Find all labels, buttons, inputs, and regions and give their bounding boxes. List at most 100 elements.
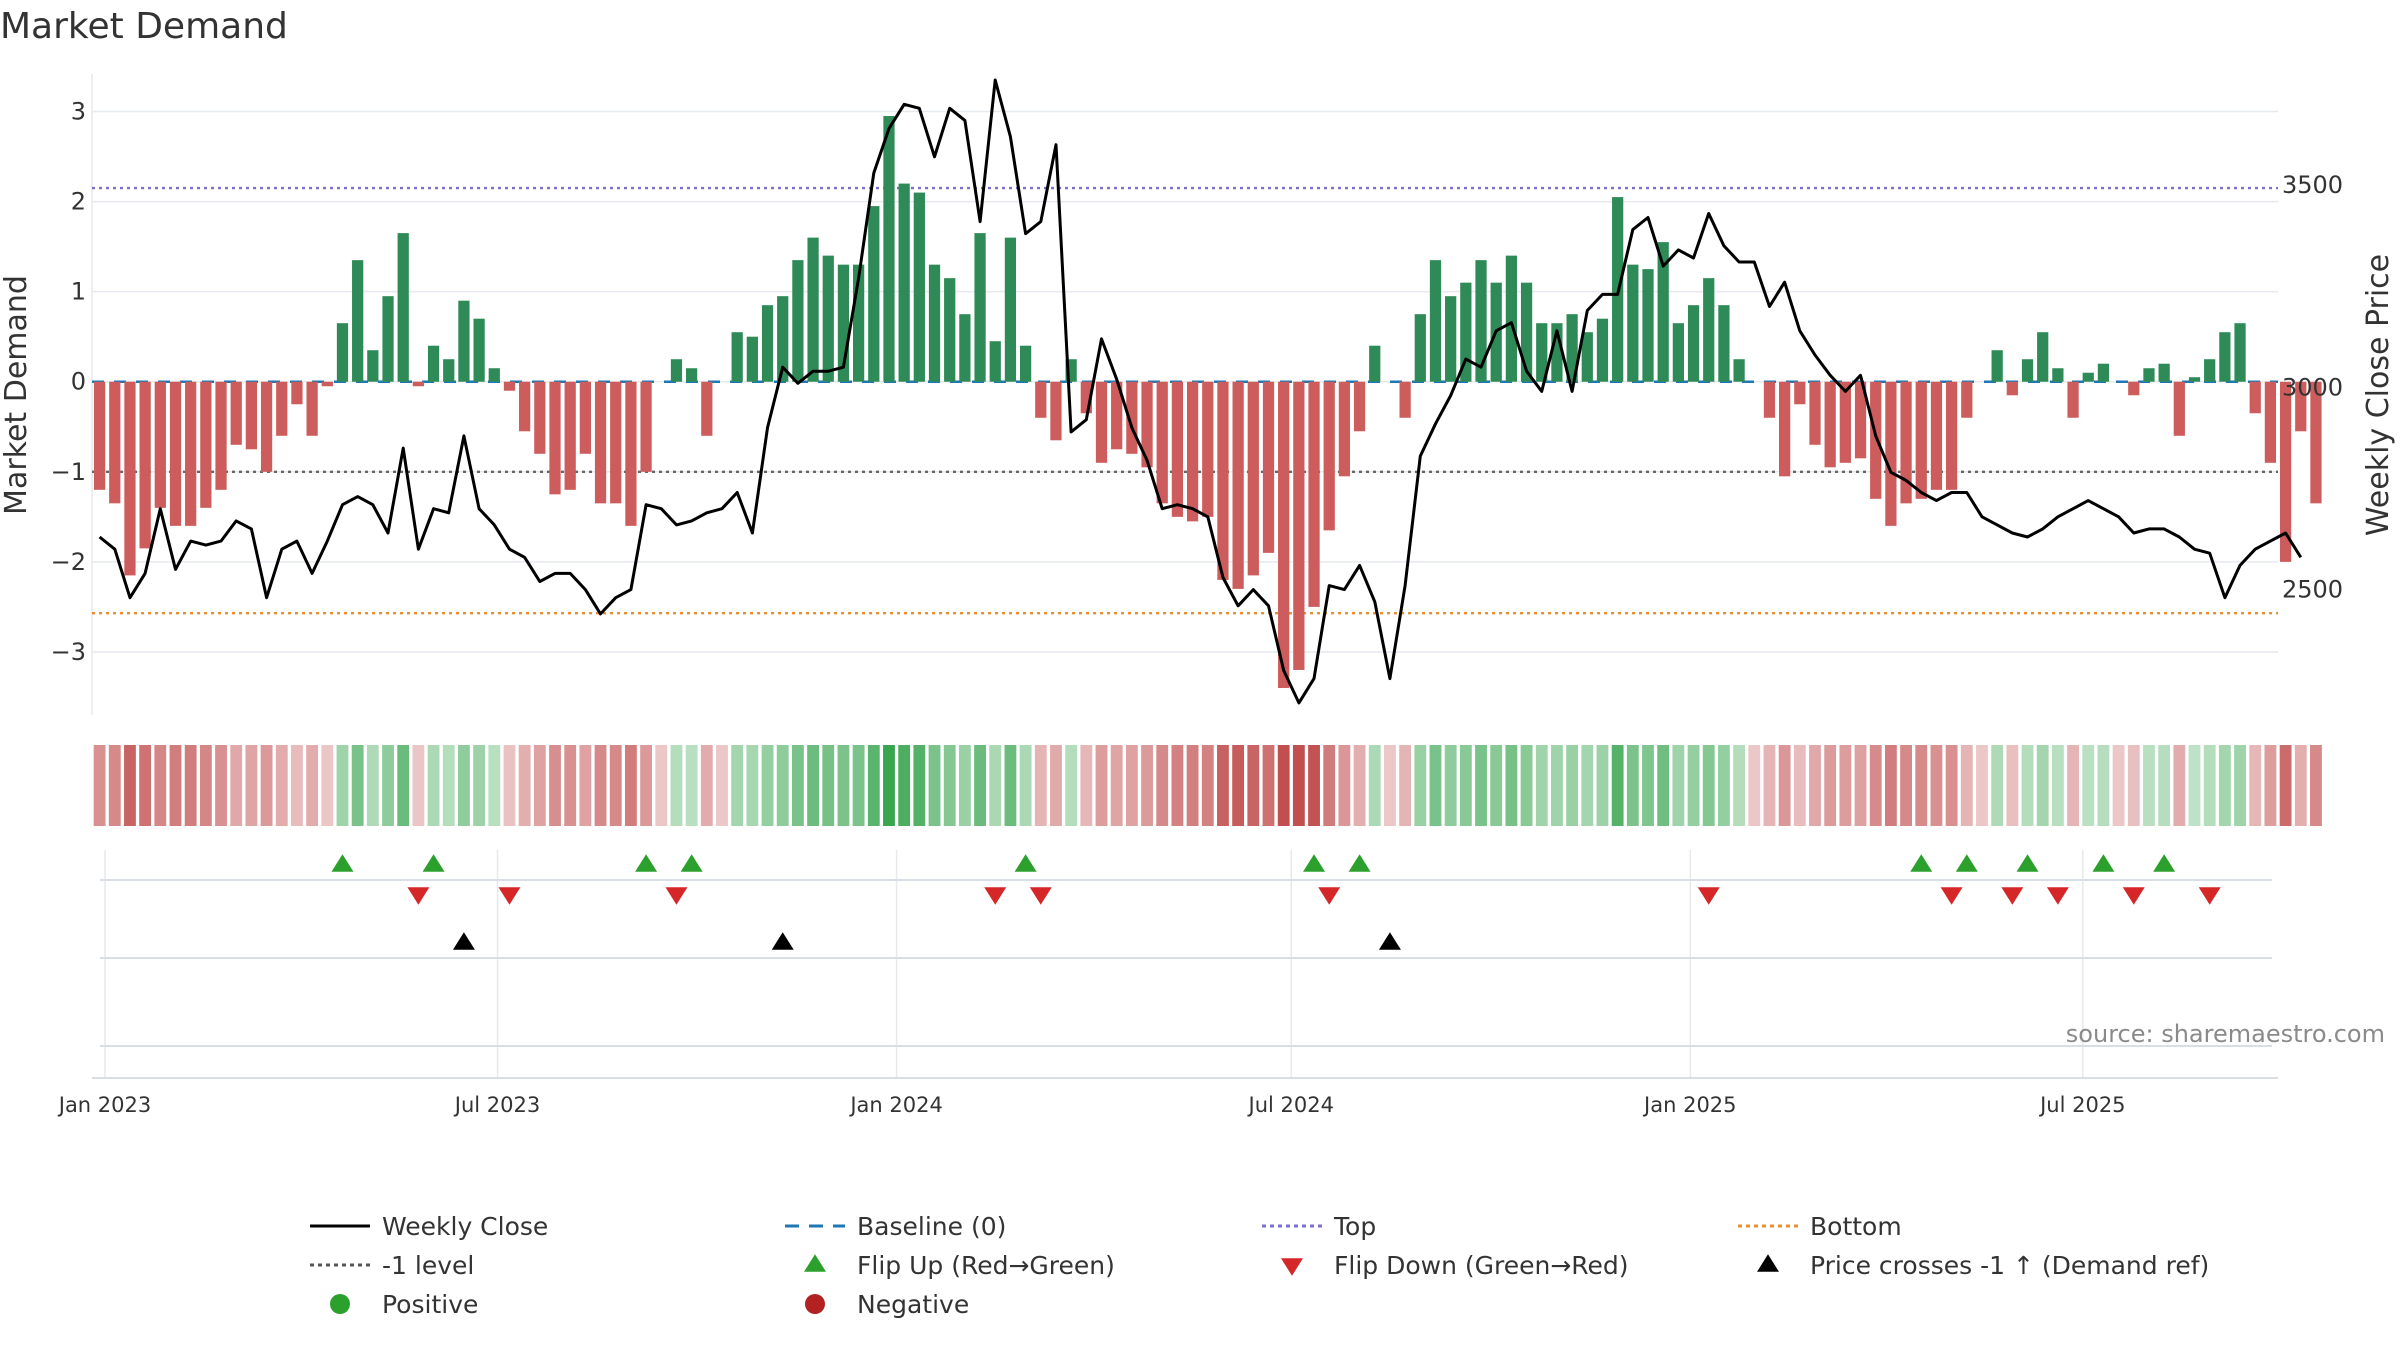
heat-cell xyxy=(2036,745,2049,826)
heat-cell xyxy=(1915,745,1928,826)
demand-bar xyxy=(443,359,455,382)
heat-cell xyxy=(1611,745,1624,826)
demand-bar xyxy=(686,368,698,382)
demand-bar xyxy=(913,192,925,382)
heat-cell xyxy=(1368,745,1381,826)
heat-cell xyxy=(108,745,121,826)
demand-bar xyxy=(974,233,986,382)
heat-cell xyxy=(1384,745,1396,826)
demand-bar xyxy=(2234,323,2246,382)
heat-cell xyxy=(1930,745,1943,826)
heat-cell xyxy=(1551,745,1563,826)
demand-bar xyxy=(2295,381,2307,432)
heat-cell xyxy=(1292,745,1305,826)
y2-tick-label: 3500 xyxy=(2282,171,2343,199)
heat-cell xyxy=(1596,745,1609,826)
demand-bar xyxy=(1050,381,1062,441)
heat-cell xyxy=(169,745,182,826)
heat-cell xyxy=(1353,745,1366,826)
demand-bar xyxy=(853,264,865,382)
heat-cell xyxy=(1778,745,1791,826)
demand-bar xyxy=(1111,381,1123,450)
y-axis-label: Market Demand xyxy=(0,275,34,515)
heat-cell xyxy=(1247,745,1260,826)
heat-cell xyxy=(791,745,804,826)
heat-cell xyxy=(958,745,971,826)
demand-bar xyxy=(1672,323,1684,382)
heat-cell xyxy=(974,745,986,826)
demand-bar xyxy=(458,300,470,382)
demand-bar xyxy=(928,264,941,382)
heat-cell xyxy=(458,745,470,826)
heat-cell xyxy=(1642,745,1654,826)
legend-swatch xyxy=(804,1254,826,1272)
heat-cell xyxy=(1581,745,1594,826)
demand-bar xyxy=(139,381,151,549)
demand-bar xyxy=(1080,381,1092,414)
y-ticks: 3 2 1 0 −1 −2 −3 xyxy=(51,98,86,666)
heat-cell xyxy=(2067,745,2079,826)
demand-bar xyxy=(1794,381,1806,405)
demand-bar xyxy=(169,381,182,526)
heat-cell xyxy=(2112,745,2125,826)
demand-bar xyxy=(124,381,136,576)
flip-up-marker xyxy=(2016,854,2039,872)
flip-up-marker xyxy=(331,854,354,872)
heat-cell xyxy=(2234,745,2246,826)
heat-cell xyxy=(93,745,106,826)
heat-cell xyxy=(2264,745,2277,826)
heat-cell xyxy=(822,745,835,826)
price-cross-marker xyxy=(452,932,475,950)
heat-cell xyxy=(518,745,531,826)
heat-cell xyxy=(594,745,607,826)
flip-down-marker xyxy=(1697,887,1720,905)
legend-label: Positive xyxy=(382,1290,478,1319)
demand-bar xyxy=(260,381,273,472)
heat-cell xyxy=(1824,745,1837,826)
y-tick-label: 3 xyxy=(71,98,86,126)
demand-bar xyxy=(777,296,789,382)
legend-swatch xyxy=(1757,1254,1779,1272)
heat-cell xyxy=(1459,745,1472,826)
heat-cell xyxy=(549,745,561,826)
demand-bar xyxy=(397,233,409,382)
heat-cell xyxy=(670,745,683,826)
demand-bar xyxy=(215,381,227,490)
heat-cell xyxy=(1019,745,1032,826)
heat-cell xyxy=(1262,745,1275,826)
heat-cell xyxy=(336,745,349,826)
demand-bar xyxy=(2082,372,2094,382)
heat-cell xyxy=(306,745,319,826)
flip-down-marker xyxy=(2122,887,2145,905)
heat-cell xyxy=(1702,745,1715,826)
heat-cell xyxy=(898,745,911,826)
demand-bar xyxy=(1035,381,1047,418)
demand-bar xyxy=(1627,264,1639,382)
flip-down-marker xyxy=(1318,887,1341,905)
heat-cell xyxy=(837,745,850,826)
demand-bar xyxy=(321,381,333,387)
heat-cell xyxy=(761,745,774,826)
demand-bar xyxy=(2264,381,2277,463)
heat-cell xyxy=(1125,745,1138,826)
heat-cell xyxy=(2006,745,2019,826)
flip-down-marker xyxy=(407,887,430,905)
legend-label: Flip Up (Red→Green) xyxy=(857,1251,1115,1280)
x-tick-label: Jan 2023 xyxy=(57,1093,152,1117)
demand-bar xyxy=(519,381,531,432)
demand-bar xyxy=(291,381,303,405)
demand-bar xyxy=(1566,314,1578,382)
demand-bar xyxy=(579,381,591,454)
demand-bar xyxy=(792,260,804,382)
demand-bar xyxy=(1445,296,1457,382)
heat-cell xyxy=(2218,745,2231,826)
demand-bar xyxy=(1505,255,1517,382)
heat-cell xyxy=(199,745,212,826)
demand-bar xyxy=(427,345,440,382)
heat-cell xyxy=(442,745,455,826)
heat-cell xyxy=(2188,745,2201,826)
heat-strip xyxy=(93,745,2322,826)
legend-label: -1 level xyxy=(382,1251,474,1280)
legend-label: Price crosses -1 ↑ (Demand ref) xyxy=(1810,1251,2209,1280)
